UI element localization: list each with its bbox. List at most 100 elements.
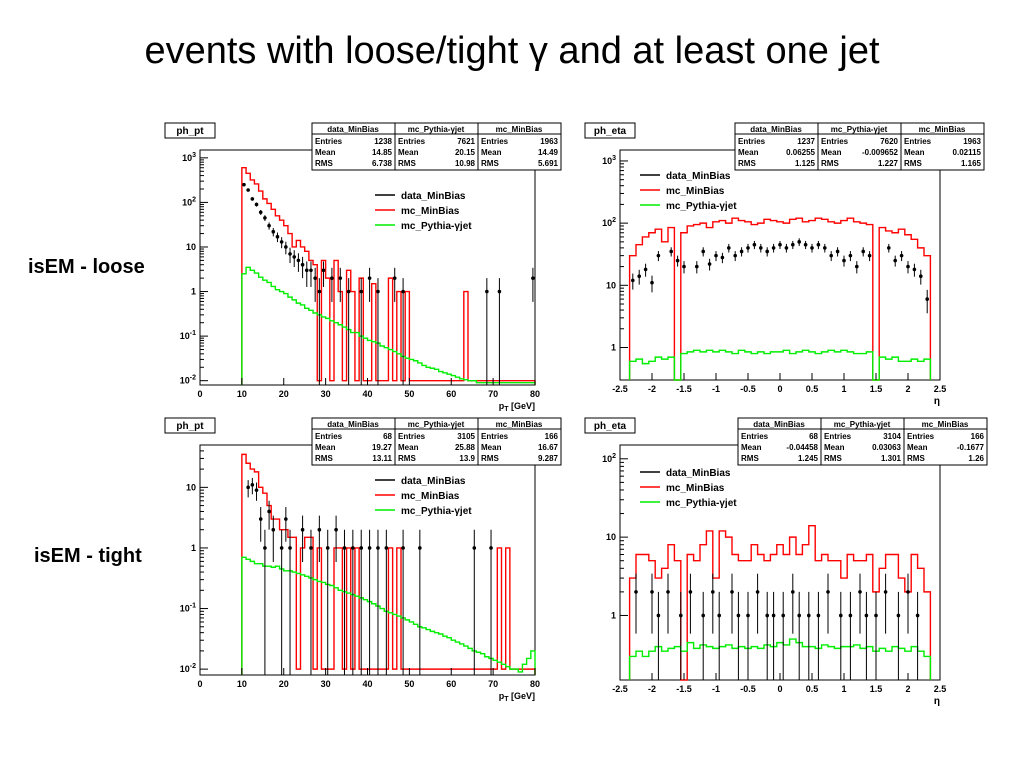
x-tick-label: 2 <box>905 684 910 694</box>
data-point <box>791 242 795 247</box>
data-point <box>296 258 301 263</box>
stats-box <box>737 417 822 466</box>
data-point <box>263 546 267 550</box>
series-mcpythiajet <box>628 638 932 680</box>
stats-value: 25.88 <box>455 443 476 452</box>
legend-label: mc_Pythia-γjet <box>401 221 472 232</box>
data-point <box>656 613 661 618</box>
data-point <box>803 242 808 247</box>
data-point <box>717 613 721 618</box>
data-point <box>392 276 397 280</box>
data-point <box>669 249 673 254</box>
data-point <box>288 546 292 550</box>
stats-key: Mean <box>738 148 759 157</box>
stats-value: 13.9 <box>459 454 475 463</box>
x-tick-label: 1.5 <box>870 684 883 694</box>
data-point <box>317 289 322 294</box>
data-point <box>271 229 276 234</box>
data-point <box>848 613 853 618</box>
stats-key: RMS <box>481 454 499 463</box>
data-point <box>679 613 683 618</box>
data-point <box>739 249 744 254</box>
data-point <box>489 546 493 550</box>
data-point <box>254 488 259 492</box>
stats-key: Entries <box>398 432 426 441</box>
data-point <box>835 249 840 254</box>
x-tick-label: -1 <box>712 384 720 394</box>
data-point <box>727 246 731 250</box>
data-point <box>810 246 814 250</box>
x-tick-label: 20 <box>279 389 289 399</box>
data-point <box>842 258 846 263</box>
data-point <box>338 276 343 280</box>
data-point <box>485 289 489 294</box>
chart-title: ph_pt <box>176 126 204 137</box>
chart-title: ph_pt <box>176 421 204 432</box>
data-point <box>736 613 741 618</box>
y-tick-label: 10-1 <box>180 603 196 614</box>
x-tick-label: 0.5 <box>806 684 819 694</box>
x-tick-label: -0.5 <box>740 384 756 394</box>
y-tick-label: 103 <box>602 155 616 166</box>
data-point <box>675 258 680 263</box>
data-point <box>858 590 862 594</box>
stats-value: 0.06255 <box>786 148 815 157</box>
data-point <box>839 613 843 618</box>
data-point <box>893 258 897 263</box>
stats-value: 0.03063 <box>872 443 901 452</box>
y-tick-label: 10 <box>186 242 196 252</box>
data-point <box>784 246 789 250</box>
data-point <box>781 613 785 618</box>
legend-label: data_MinBias <box>666 468 731 479</box>
data-point <box>765 249 769 254</box>
data-point <box>317 527 322 532</box>
series-mcminbias <box>628 524 932 681</box>
data-point <box>359 546 364 550</box>
x-tick-label: 10 <box>237 679 247 689</box>
stats-key: RMS <box>907 454 925 463</box>
stats-value: 1.227 <box>878 159 899 168</box>
data-point <box>325 546 330 550</box>
stats-key: Mean <box>398 443 419 452</box>
data-point <box>309 546 313 550</box>
data-point <box>246 485 250 490</box>
data-point <box>334 527 338 532</box>
stats-box <box>903 417 988 466</box>
x-tick-label: 70 <box>488 679 498 689</box>
x-tick-label: -2.5 <box>612 684 628 694</box>
stats-box <box>820 417 905 466</box>
stats-name: mc_MinBias <box>922 420 969 429</box>
legend-label: mc_Pythia-γjet <box>401 506 472 517</box>
y-tick-exponent: -1 <box>190 330 196 337</box>
data-point <box>631 278 635 283</box>
x-tick-label: 50 <box>404 679 414 689</box>
stats-key: RMS <box>821 159 839 168</box>
y-tick-label: 10-2 <box>180 663 196 674</box>
chart-eta-tight: -2.5 -2 -1.5 -1 -0.5 0 0.5 1 1.5 2 2.5 1 10 102 ph_eta… <box>584 417 988 707</box>
x-axis-unit: [GeV] <box>508 401 535 411</box>
row-label-tight: isEM - tight <box>34 545 142 567</box>
data-point <box>267 223 271 228</box>
data-point <box>279 240 284 244</box>
data-point <box>906 590 910 594</box>
series-mcpythiajet <box>241 266 536 385</box>
legend-label: mc_MinBias <box>666 483 725 494</box>
data-point <box>730 590 734 594</box>
data-point <box>367 276 372 280</box>
x-axis-label: η <box>934 396 940 407</box>
y-tick-label: 10 <box>186 482 196 492</box>
data-point <box>351 546 355 550</box>
y-tick-label: 1 <box>191 543 196 553</box>
stats-value: 7621 <box>457 137 475 146</box>
stats-key: Entries <box>481 432 509 441</box>
y-tick-label: 1 <box>191 287 196 297</box>
x-axis-label: pT [GeV] <box>499 691 535 703</box>
stats-key: RMS <box>315 159 333 168</box>
legend-label: mc_Pythia-γjet <box>666 201 737 212</box>
stats-value: 9.287 <box>538 454 559 463</box>
data-point <box>682 264 686 269</box>
data-point <box>919 274 923 279</box>
x-tick-label: 0.5 <box>806 384 819 394</box>
x-tick-label: 10 <box>237 389 247 399</box>
legend-label: data_MinBias <box>401 476 466 487</box>
